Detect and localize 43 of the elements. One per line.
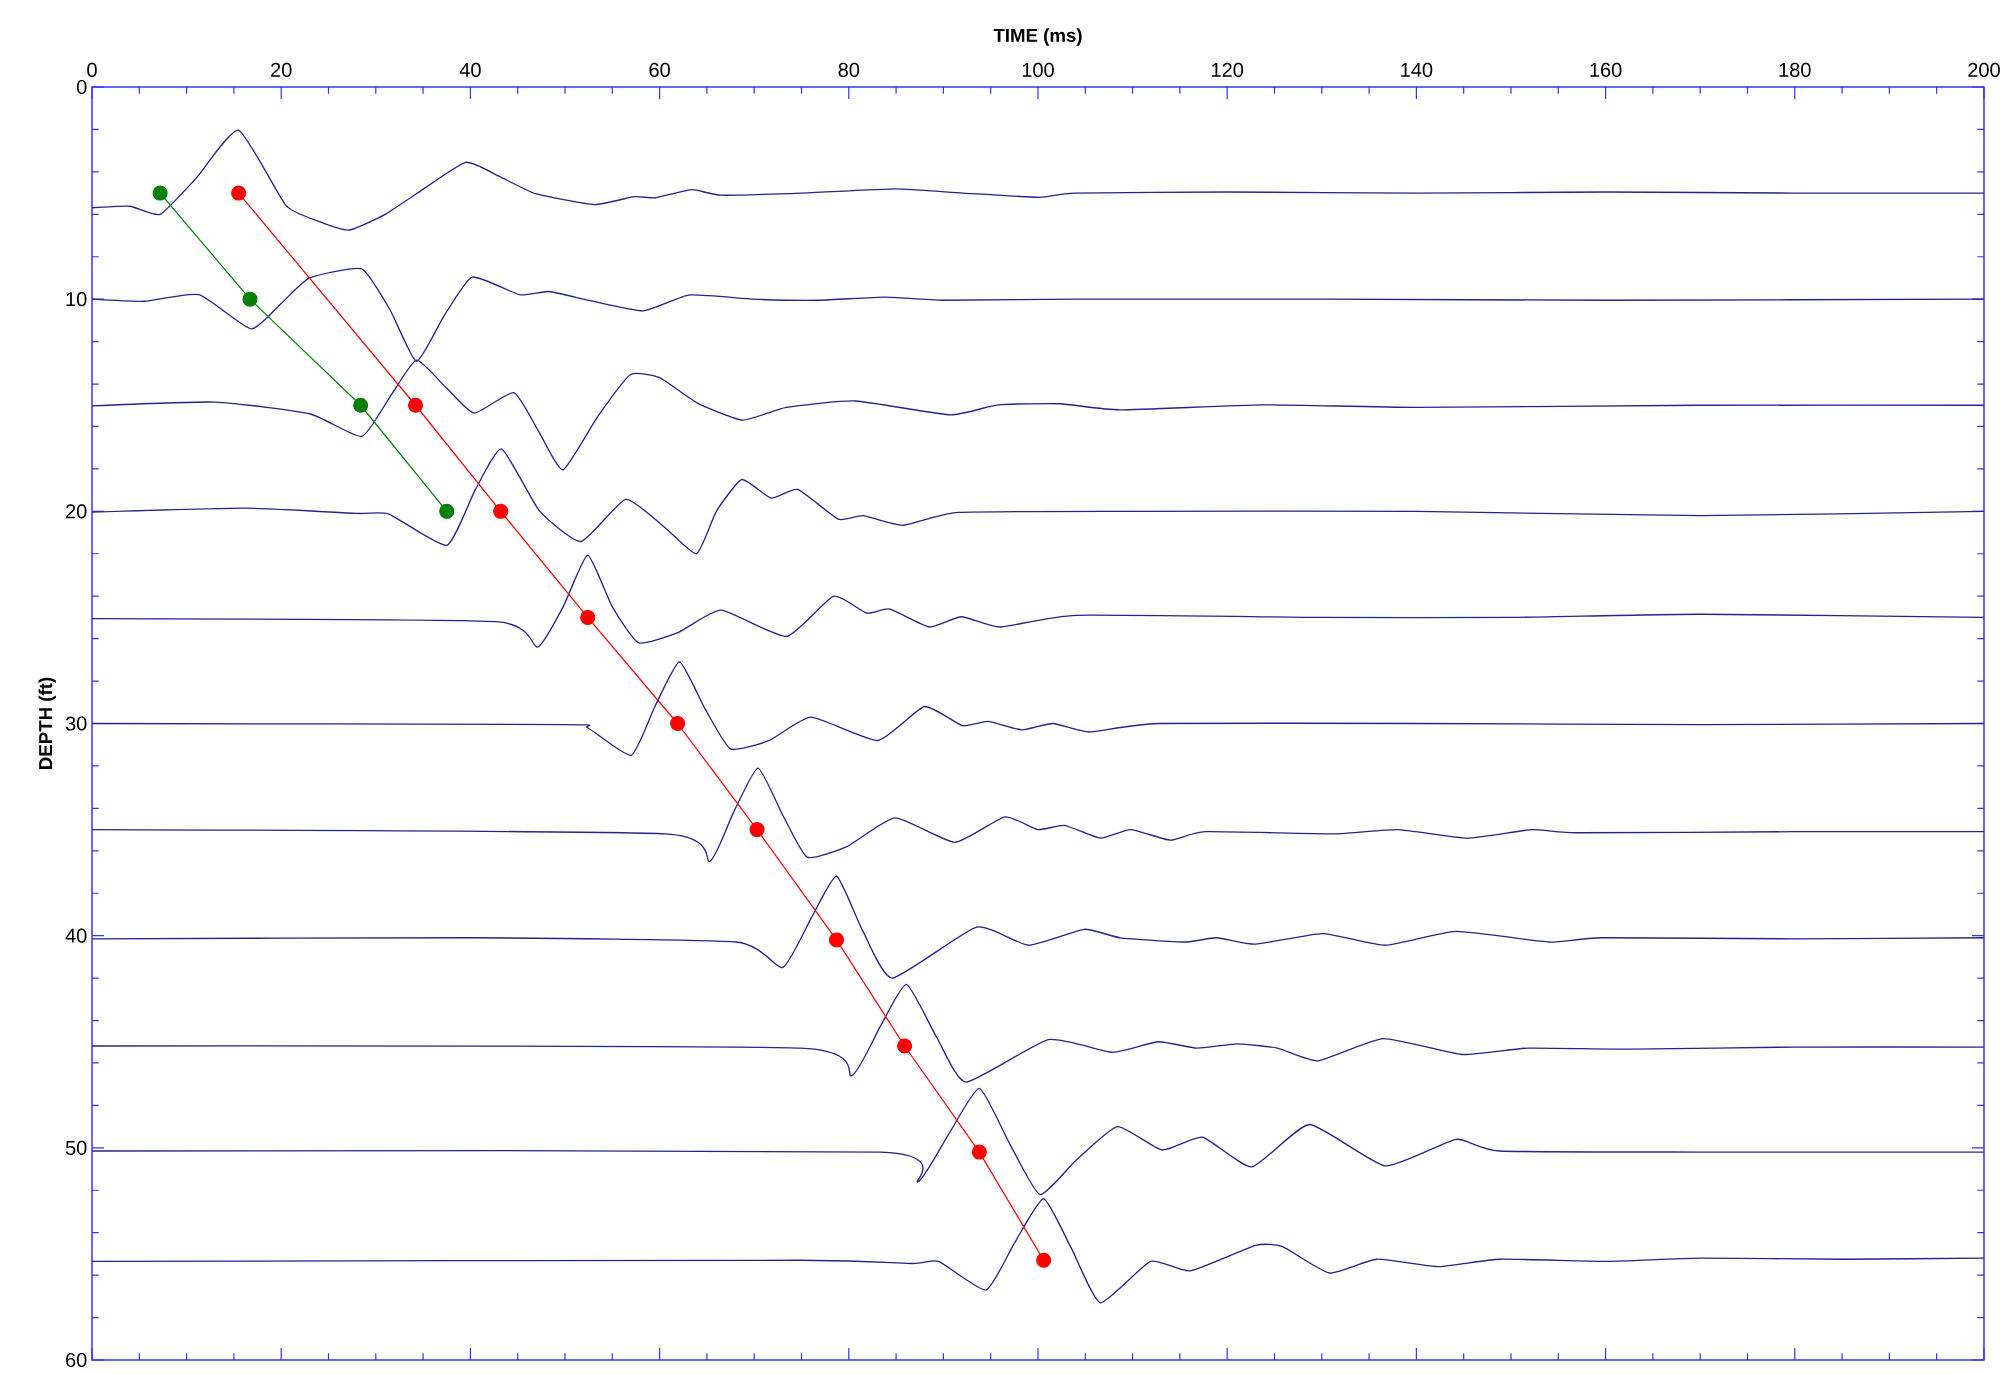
point [897, 1038, 913, 1054]
y-tick-label: 20 [66, 504, 87, 519]
x-tick-label: 160 [1590, 62, 1622, 77]
point [971, 1144, 987, 1160]
line-series [91, 129, 1985, 231]
line-series [91, 983, 1985, 1083]
line-series [91, 554, 1985, 648]
x-tick-label: 200 [1968, 62, 2000, 77]
y-tick-label: 50 [65, 1140, 87, 1155]
point [828, 932, 845, 948]
y-tick-label: 10 [66, 292, 87, 307]
x-tick-label: 80 [838, 62, 860, 77]
point [353, 397, 369, 413]
x-tick-label: 60 [649, 62, 670, 77]
point [231, 185, 247, 201]
x-tick-label: 120 [1212, 62, 1244, 77]
point [242, 291, 258, 307]
line-series [91, 448, 1985, 555]
point [1036, 1252, 1052, 1268]
point [152, 185, 168, 201]
y-tick-label: 40 [65, 928, 87, 943]
point [439, 503, 455, 519]
line-series [91, 1198, 1985, 1304]
x-tick-label: 20 [271, 62, 292, 77]
x-tick-label: 140 [1401, 62, 1433, 77]
y-tick-label: 30 [65, 716, 87, 731]
x-tick-label: 40 [459, 62, 481, 77]
point [670, 715, 686, 732]
x-axis-title: TIME (ms) [993, 28, 1082, 46]
line-series [91, 661, 1985, 756]
point [408, 397, 424, 413]
line-series [91, 875, 1985, 979]
line-series [91, 1087, 1985, 1196]
x-tick-label: 180 [1779, 62, 1811, 77]
y-tick-label: 0 [76, 79, 87, 95]
x-tick-label: 0 [87, 62, 97, 77]
point [580, 609, 596, 625]
point [749, 822, 765, 838]
x-tick-label: 100 [1022, 62, 1054, 77]
line-series [91, 767, 1985, 863]
y-tick-label: 60 [66, 1352, 87, 1368]
y-axis-title: DEPTH (ft) [38, 677, 56, 769]
point [493, 503, 509, 519]
